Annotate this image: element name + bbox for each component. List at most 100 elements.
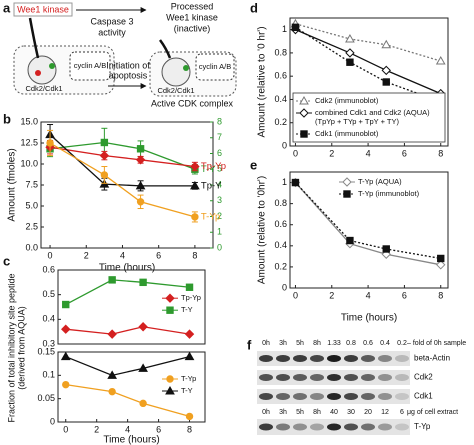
band [361,423,375,431]
marker [382,245,390,253]
lane-note: – fold of 0h sample [407,340,466,347]
y-tick-label: 0.3 [42,338,55,348]
legend-label: T-Yp [201,211,220,222]
band [276,374,290,381]
marker [139,278,147,287]
arrow [158,39,172,59]
series-line [65,326,190,335]
x-axis-label: Time (hours) [341,313,397,324]
y-tick-label: 12.5 [20,137,38,147]
y-tick-label: 0.15 [37,346,55,356]
diagram: Wee1 kinase Processed Wee1 kinase (inact… [13,1,237,108]
legend-label: Cdk1 (immunoblot) [315,129,379,138]
band [395,393,409,400]
marker [382,78,390,86]
label: apoptosis [109,70,148,80]
y-tick-label: 0.1 [42,370,55,380]
y-tick-label: 10.0 [20,158,38,168]
y-tick-label: 5.0 [25,200,38,210]
x-tick-label: 2 [84,250,89,260]
y-axis-label: Amount (relative to '0 hr') [257,26,268,137]
band [361,393,375,400]
band [293,423,307,431]
band [327,355,341,362]
legend-marker [299,108,309,118]
label: cyclin A/B [74,61,107,70]
y-tick-label: 2.5 [25,221,38,231]
y-tick-label: 15.0 [20,116,38,126]
marker [345,33,355,43]
band [310,355,324,362]
x-tick-label: 0 [63,424,68,434]
band [344,393,358,400]
row-label: Cdk1 [414,392,433,401]
marker [185,283,194,291]
y2-tick-label: 0 [217,242,222,252]
marker [62,380,70,389]
y2-tick-label: 3 [217,195,222,205]
row-label: Cdk2 [414,373,433,382]
x-tick-label: 6 [402,148,407,158]
cdk [161,57,191,87]
panel-label: d [250,0,258,15]
x-tick-label: 8 [192,250,197,260]
lane-label: 8h [313,340,321,347]
series-line [294,182,441,266]
lane-label: 12 [381,409,389,416]
band [276,355,290,362]
band [310,423,324,431]
y-axis-label: (derived from AQUA) [16,306,26,390]
x-tick-label: 2 [329,148,334,158]
panel-label: f [247,337,252,352]
legend-label: Tp-Yp [201,161,226,172]
band [344,355,358,362]
y-tick-label: 0 [282,140,287,150]
y2-tick-label: 8 [217,116,222,126]
row-label: beta-Actin [414,354,450,363]
x-tick-label: 8 [438,148,443,158]
marker [185,412,194,421]
legend-marker [299,95,309,105]
x-tick-label: 8 [187,424,192,434]
label: Cdk2/Cdk1 [157,86,194,95]
x-tick-label: 6 [156,424,161,434]
x-tick-label: 4 [120,250,125,260]
x-axis-label: Time (hours) [99,263,155,274]
y-tick-label: 0.6 [274,219,287,229]
marker [346,58,354,66]
label: Processed [171,1,214,11]
panel-label: b [3,111,11,126]
y-tick-label: 1 [282,177,287,187]
marker [435,56,446,65]
band [276,423,290,431]
marker [190,161,200,172]
row-label: T-Yp [414,422,431,431]
y2-tick-label: 2 [217,211,222,221]
y-tick-label: 0.6 [274,71,287,81]
label: Caspase 3 [90,16,133,26]
marker [437,254,445,263]
band [344,374,358,381]
label: activity [98,27,126,37]
x-tick-label: 2 [329,290,334,300]
band [344,423,358,431]
lane-note: μg of cell extract [407,409,458,416]
lane-label: 3h [279,340,287,347]
y2-tick-label: 5 [217,164,222,174]
band [259,393,273,400]
lane-label: 0.8 [346,340,356,347]
x-tick-label: 0 [293,148,298,158]
legend-label: T-Y [181,305,193,314]
x-tick-label: 4 [366,148,371,158]
marker [136,145,145,153]
lane-label: 8h [313,409,321,416]
legend-label: T-Yp (immunoblot) [358,189,420,198]
y-tick-label: 0.5 [42,289,55,299]
y-tick-label: 0.2 [274,117,287,127]
lane-label: 5h [296,340,304,347]
y-axis-label: Amount (relative to '0hr') [257,176,268,284]
series-line [65,279,190,306]
y-tick-label: 0.8 [274,198,287,208]
series-line [65,384,190,418]
